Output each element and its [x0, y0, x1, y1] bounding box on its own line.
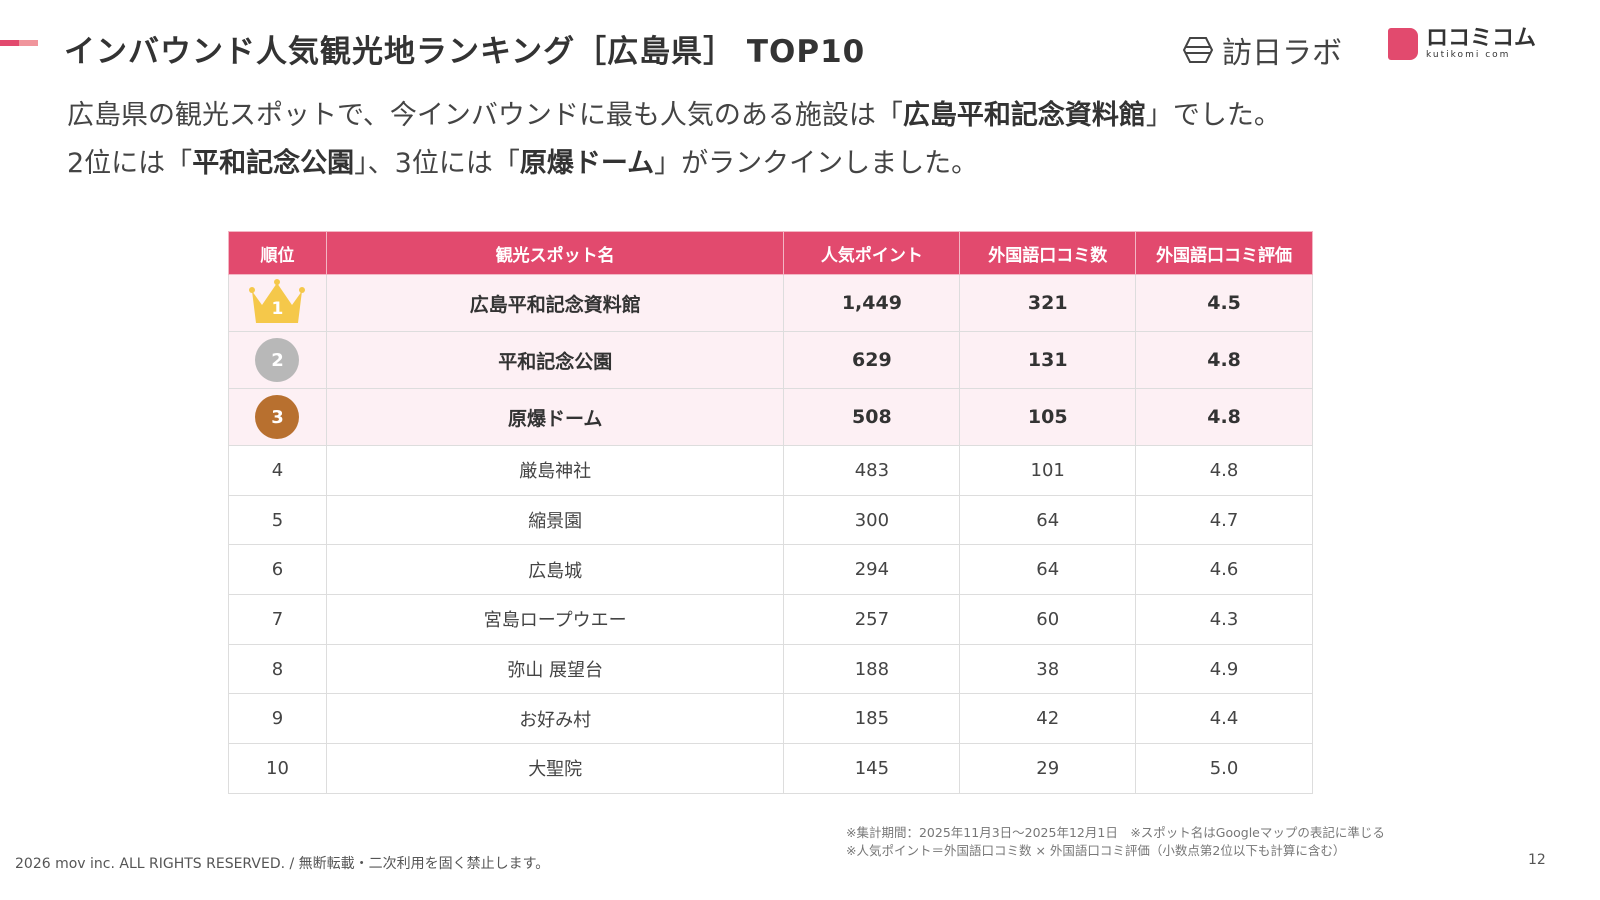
points: 294: [783, 544, 961, 596]
points: 188: [783, 643, 961, 695]
points: 185: [783, 693, 961, 745]
hexagon-logo-icon: [1182, 37, 1214, 63]
footnotes: ※集計期間：2025年11月3日〜2025年12月1日 ※スポット名はGoogl…: [846, 824, 1385, 860]
table-row: 6 広島城 294 64 4.6: [228, 544, 1313, 596]
table-row: 4 厳島神社 483 101 4.8: [228, 445, 1313, 496]
rating: 4.3: [1135, 594, 1313, 645]
header-reviews: 外国語口コミ数: [959, 231, 1137, 275]
note-period: ※集計期間：2025年11月3日〜2025年12月1日 ※スポット名はGoogl…: [846, 825, 1385, 840]
rank-number: 4: [271, 459, 284, 481]
rank-cell: 10: [228, 743, 327, 794]
rating: 5.0: [1135, 743, 1313, 794]
page-title: インバウンド人気観光地ランキング［広島県］ TOP10: [64, 34, 866, 70]
review-count: 105: [959, 388, 1137, 446]
review-count: 38: [959, 643, 1137, 695]
rank-cell: 7: [228, 594, 327, 645]
table-row: 5 縮景園 300 64 4.7: [228, 494, 1313, 546]
points: 629: [783, 331, 961, 389]
points: 145: [783, 743, 961, 794]
table-row: 10 大聖院 145 29 5.0: [228, 743, 1313, 794]
spot-name: 縮景園: [325, 494, 785, 546]
header-rating: 外国語口コミ評価: [1135, 231, 1313, 275]
rank-cell: 5: [228, 494, 327, 546]
note-formula: ※人気ポイント＝外国語口コミ数 × 外国語口コミ評価（小数点第2位以下も計算に含…: [846, 843, 1346, 858]
rank-cell: 2: [228, 331, 327, 389]
review-count: 64: [959, 494, 1137, 546]
title-accent-bar: [0, 40, 38, 46]
rank-number: 9: [271, 708, 284, 730]
gold-crown-icon: 1: [246, 277, 308, 325]
review-count: 131: [959, 331, 1137, 389]
copyright: 2026 mov inc. ALL RIGHTS RESERVED. / 無断転…: [15, 856, 550, 872]
review-count: 60: [959, 594, 1137, 645]
page-number: 12: [1528, 852, 1546, 868]
rank-number: 7: [271, 608, 284, 630]
review-count: 29: [959, 743, 1137, 794]
review-count: 101: [959, 445, 1137, 496]
points: 483: [783, 445, 961, 496]
kutikomi-subtext: kutikomi com: [1426, 50, 1511, 60]
table-row: 1 広島平和記念資料館 1,449 321 4.5: [228, 274, 1313, 332]
rating: 4.8: [1135, 388, 1313, 446]
rating: 4.8: [1135, 331, 1313, 389]
spot-name: 広島城: [325, 544, 785, 596]
bronze-medal-icon: 3: [255, 395, 300, 439]
review-count: 321: [959, 274, 1137, 332]
spot-name: 厳島神社: [325, 445, 785, 496]
rating: 4.4: [1135, 693, 1313, 745]
rank-cell: 3: [228, 388, 327, 446]
kutikomi-logo: ロコミコム kutikomi com: [1388, 28, 1536, 60]
table-row: 7 宮島ロープウエー 257 60 4.3: [228, 594, 1313, 645]
rating: 4.7: [1135, 494, 1313, 546]
points: 508: [783, 388, 961, 446]
rank-cell: 9: [228, 693, 327, 745]
silver-medal-icon: 2: [255, 338, 300, 382]
spot-name: 弥山 展望台: [325, 643, 785, 695]
table-row: 3 原爆ドーム 508 105 4.8: [228, 388, 1313, 446]
points: 300: [783, 494, 961, 546]
spot-name: 宮島ロープウエー: [325, 594, 785, 645]
rank-cell: 6: [228, 544, 327, 596]
points: 257: [783, 594, 961, 645]
rank-cell: 1: [228, 274, 327, 332]
rank-cell: 8: [228, 643, 327, 695]
spot-name: 大聖院: [325, 743, 785, 794]
spot-name: 平和記念公園: [325, 331, 785, 389]
rating: 4.5: [1135, 274, 1313, 332]
speech-bubble-icon: [1388, 28, 1418, 60]
houjin-labo-text: 訪日ラボ: [1222, 36, 1342, 71]
header-spot: 観光スポット名: [325, 231, 785, 275]
rank-number: 10: [266, 757, 289, 779]
rank-cell: 4: [228, 445, 327, 496]
kutikomi-text: ロコミコム: [1426, 26, 1537, 51]
rating: 4.6: [1135, 544, 1313, 596]
table-row: 8 弥山 展望台 188 38 4.9: [228, 643, 1313, 695]
spot-name: お好み村: [325, 693, 785, 745]
spot-name: 広島平和記念資料館: [325, 274, 785, 332]
rating: 4.8: [1135, 445, 1313, 496]
rank-number: 5: [271, 509, 284, 531]
review-count: 64: [959, 544, 1137, 596]
spot-name: 原爆ドーム: [325, 388, 785, 446]
ranking-table: 順位 観光スポット名 人気ポイント 外国語口コミ数 外国語口コミ評価 1 広島平…: [228, 231, 1313, 794]
table-row: 9 お好み村 185 42 4.4: [228, 693, 1313, 745]
table-row: 2 平和記念公園 629 131 4.8: [228, 331, 1313, 389]
houjin-labo-logo: 訪日ラボ: [1182, 28, 1342, 72]
lead-text: 広島県の観光スポットで、今インバウンドに最も人気のある施設は「広島平和記念資料館…: [67, 100, 1281, 179]
rating: 4.9: [1135, 643, 1313, 695]
header-points: 人気ポイント: [783, 231, 961, 275]
rank-number: 8: [271, 658, 284, 680]
points: 1,449: [783, 274, 961, 332]
header-rank: 順位: [228, 231, 327, 275]
review-count: 42: [959, 693, 1137, 745]
rank-number: 6: [271, 559, 284, 581]
